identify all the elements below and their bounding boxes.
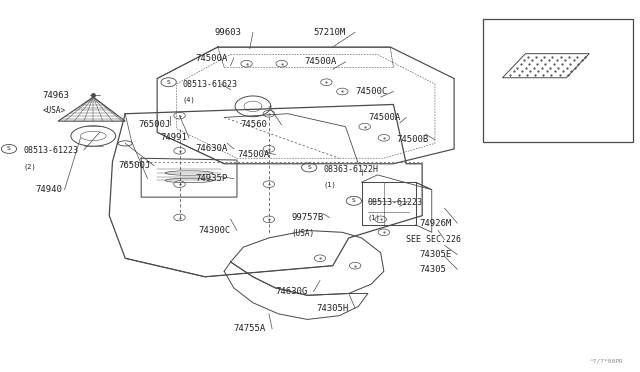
Text: ^7/7*00PR: ^7/7*00PR [589,359,623,364]
Text: (USA): (USA) [291,228,314,238]
Text: 74991: 74991 [161,133,188,142]
Text: 74500A: 74500A [368,113,400,122]
Text: 57210M: 57210M [314,28,346,37]
Text: SEE SEC.226: SEE SEC.226 [406,235,461,244]
Text: 74630G: 74630G [275,287,308,296]
Text: 74500A: 74500A [304,57,336,66]
Text: 74500A: 74500A [195,54,228,62]
Text: (4): (4) [182,96,195,103]
Text: 74305H: 74305H [317,304,349,313]
Polygon shape [502,54,589,78]
Text: 99757B: 99757B [291,213,323,222]
Text: (1): (1) [323,182,336,188]
Text: (2): (2) [23,163,36,170]
Text: 74940: 74940 [36,185,63,194]
Text: S: S [167,80,170,85]
Text: 74500C: 74500C [355,87,387,96]
Text: 08513-61223: 08513-61223 [23,146,78,155]
Text: S: S [7,147,11,151]
Text: 74B92R: 74B92R [541,128,574,137]
Text: 74963: 74963 [42,91,69,100]
Text: 74755A: 74755A [234,324,266,333]
Text: 76500J: 76500J [119,161,151,170]
Text: 74300C: 74300C [198,226,231,235]
Text: (1): (1) [368,215,381,221]
Text: 08513-61223: 08513-61223 [368,198,423,207]
Text: <USA>: <USA> [42,106,65,115]
Bar [483,19,633,141]
Text: S: S [352,198,356,203]
Text: 99603: 99603 [214,28,241,37]
Text: 74305E: 74305E [419,250,451,259]
Text: 08363-6122H: 08363-6122H [323,165,378,174]
Text: 74560: 74560 [240,121,267,129]
Text: 74305: 74305 [419,265,446,274]
Text: S: S [307,165,311,170]
Text: 76500J: 76500J [138,121,170,129]
Text: 08513-61623: 08513-61623 [182,80,237,89]
Text: 74935P: 74935P [195,174,228,183]
Text: 74926M: 74926M [419,219,451,228]
Text: 74500A: 74500A [237,150,269,159]
Text: 74500B: 74500B [397,135,429,144]
Text: 74630A: 74630A [195,144,228,153]
